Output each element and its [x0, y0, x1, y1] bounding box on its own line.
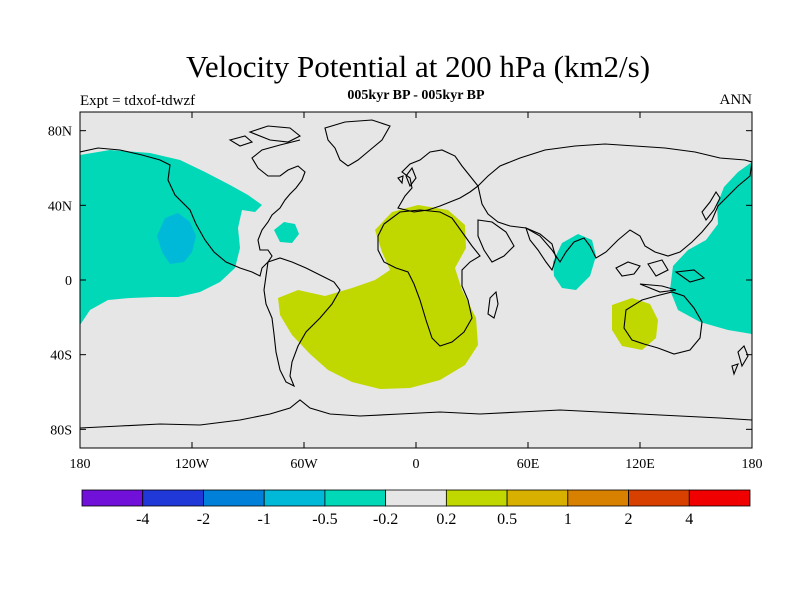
coast-south-america — [263, 257, 341, 388]
coast-antarctica — [80, 399, 752, 429]
lat-tick-label: 40S — [50, 349, 72, 364]
colorbar-swatch — [628, 489, 690, 507]
colorbar-label: -2 — [197, 511, 210, 528]
coast-north-america — [80, 139, 306, 277]
coast-asia — [477, 143, 752, 264]
field-indian-ocean-negative — [553, 234, 596, 290]
field-caribbean-negative — [274, 222, 299, 243]
coast-india — [525, 227, 557, 272]
colorbar-swatch — [324, 489, 387, 507]
coast-greenland — [324, 119, 391, 167]
coast-new-zealand — [731, 345, 749, 376]
lon-tick-label: 180 — [742, 457, 763, 472]
colorbar-swatch — [688, 489, 751, 507]
colorbar-label: 4 — [685, 511, 693, 528]
lat-tick-label: 0 — [65, 274, 72, 289]
coast-japan — [701, 190, 721, 222]
coast-british-isles — [397, 166, 417, 188]
colorbar-label: 1 — [564, 511, 572, 528]
colorbar-swatch — [263, 489, 326, 507]
colorbar-label: -0.2 — [373, 511, 398, 528]
coast-madagascar — [487, 290, 499, 319]
colorbar-swatch — [445, 489, 508, 507]
coast-africa — [377, 209, 481, 347]
colorbar-label: 2 — [625, 511, 633, 528]
season-label: ANN — [719, 92, 753, 108]
colorbar-swatch — [385, 489, 447, 507]
lon-tick-label: 120W — [175, 457, 210, 472]
colorbar-label: -0.5 — [312, 511, 337, 528]
colorbar-label: 0.2 — [436, 511, 456, 528]
coast-europe — [397, 149, 479, 213]
field-east-pacific-core — [157, 213, 196, 264]
colorbar-swatch — [142, 489, 204, 507]
lat-tick-label: 80N — [48, 125, 72, 140]
field-australia-positive — [612, 298, 658, 350]
colorbar: -4 -2 -1 -0.5 -0.2 0.2 0.5 1 2 4 — [81, 489, 751, 528]
colorbar-label: 0.5 — [497, 511, 517, 528]
coast-maritime-continent — [615, 259, 706, 293]
experiment-label: Expt = tdxof-tdwzf — [80, 93, 196, 109]
colorbar-swatch — [81, 489, 144, 507]
field-africa-atlantic-positive — [278, 205, 478, 389]
colorbar-label: -4 — [136, 511, 149, 528]
figure-subtitle: 005kyr BP - 005kyr BP — [347, 88, 485, 103]
field-west-pacific-negative — [670, 162, 752, 334]
colorbar-swatch — [506, 489, 569, 507]
coast-arctic-islands — [228, 125, 302, 147]
lon-tick-label: 60W — [290, 457, 318, 472]
lat-tick-label: 80S — [50, 423, 72, 438]
shaded-fields — [80, 150, 752, 389]
coastlines — [80, 119, 752, 429]
lon-tick-label: 0 — [413, 457, 420, 472]
colorbar-label: -1 — [258, 511, 271, 528]
lon-tick-label: 120E — [625, 457, 655, 472]
lon-tick-label: 60E — [517, 457, 540, 472]
colorbar-swatch — [567, 489, 629, 507]
colorbar-swatch — [203, 489, 265, 507]
coast-arabia — [477, 219, 515, 263]
map-axes: 80N 40N 0 40S 80S 180 120W 60W 0 60E 120E 180 — [48, 112, 763, 472]
lon-tick-label: 180 — [70, 457, 91, 472]
lat-tick-label: 40N — [48, 199, 72, 214]
coast-australia — [623, 291, 703, 355]
figure-title: Velocity Potential at 200 hPa (km2/s) — [185, 49, 651, 84]
